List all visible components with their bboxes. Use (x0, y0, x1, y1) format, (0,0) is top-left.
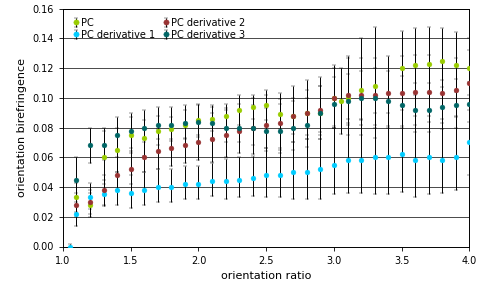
Y-axis label: orientation birefringence: orientation birefringence (17, 58, 27, 197)
Legend: PC, PC derivative 1, PC derivative 2, PC derivative 3: PC, PC derivative 1, PC derivative 2, PC… (72, 16, 247, 42)
X-axis label: orientation ratio: orientation ratio (221, 271, 311, 281)
